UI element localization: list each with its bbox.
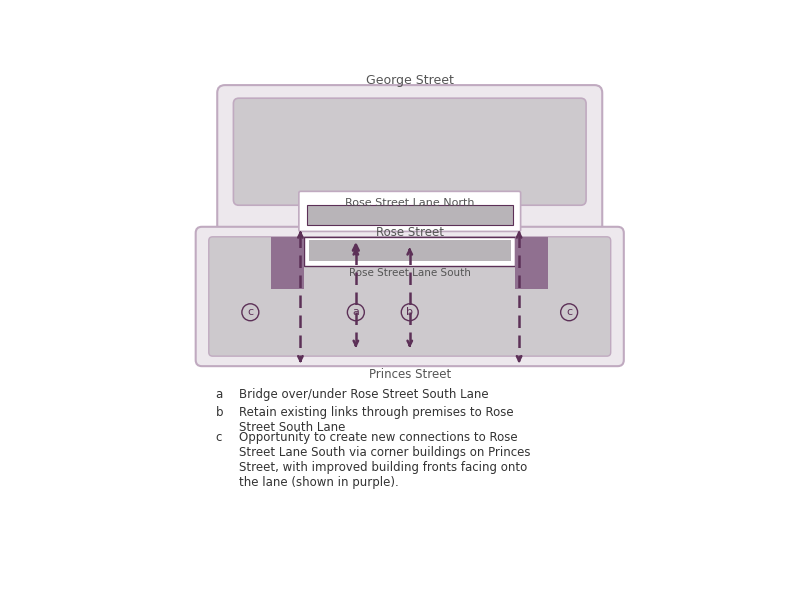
Bar xyxy=(309,240,511,261)
Text: c: c xyxy=(215,431,222,444)
FancyBboxPatch shape xyxy=(209,237,610,356)
FancyBboxPatch shape xyxy=(217,85,602,235)
Text: c: c xyxy=(247,307,254,318)
Text: b: b xyxy=(406,307,413,318)
Bar xyxy=(304,237,516,266)
FancyBboxPatch shape xyxy=(196,227,624,366)
Text: Rose Street Lane South: Rose Street Lane South xyxy=(349,268,471,278)
Text: c: c xyxy=(566,307,572,318)
Bar xyxy=(271,237,304,289)
Text: Rose Street Lane North: Rose Street Lane North xyxy=(345,198,475,208)
FancyBboxPatch shape xyxy=(299,191,520,232)
FancyBboxPatch shape xyxy=(233,98,586,205)
Text: Rose Street: Rose Street xyxy=(376,226,444,239)
Text: Retain existing links through premises to Rose
Street South Lane: Retain existing links through premises t… xyxy=(239,406,513,434)
Text: a: a xyxy=(353,307,359,318)
Bar xyxy=(516,237,548,289)
Text: b: b xyxy=(215,406,223,419)
Text: George Street: George Street xyxy=(365,74,454,88)
Text: a: a xyxy=(215,387,223,401)
Text: Opportunity to create new connections to Rose
Street Lane South via corner build: Opportunity to create new connections to… xyxy=(239,431,531,489)
Text: Bridge over/under Rose Street South Lane: Bridge over/under Rose Street South Lane xyxy=(239,387,488,401)
Bar xyxy=(306,205,513,225)
Text: Princes Street: Princes Street xyxy=(369,368,451,381)
